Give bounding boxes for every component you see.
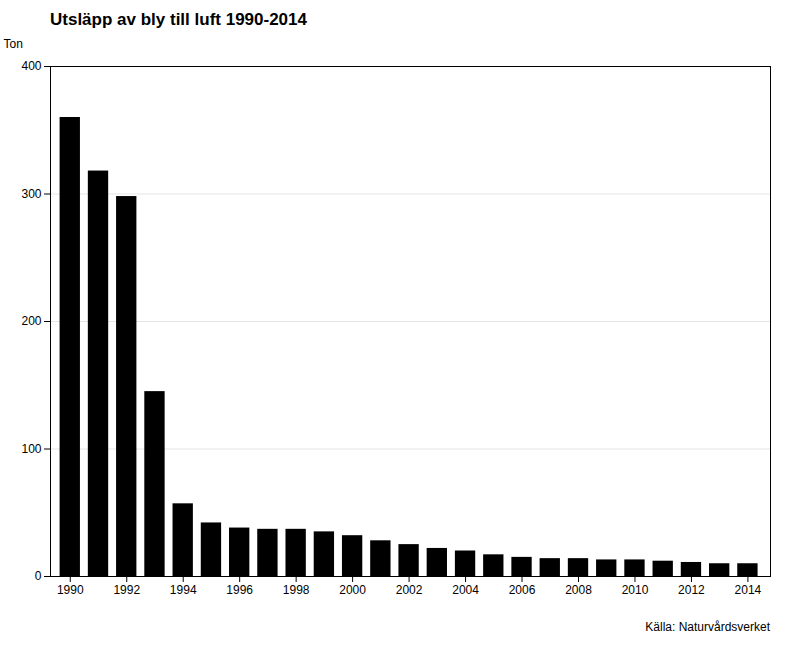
svg-text:2012: 2012 (678, 583, 705, 597)
svg-text:1990: 1990 (57, 583, 84, 597)
svg-text:1994: 1994 (170, 583, 197, 597)
svg-text:2004: 2004 (452, 583, 479, 597)
svg-text:200: 200 (21, 314, 41, 328)
svg-text:1996: 1996 (226, 583, 253, 597)
svg-text:Ton: Ton (4, 37, 23, 51)
svg-text:1998: 1998 (283, 583, 310, 597)
svg-text:2006: 2006 (509, 583, 536, 597)
svg-text:2010: 2010 (622, 583, 649, 597)
svg-text:2002: 2002 (396, 583, 423, 597)
svg-text:100: 100 (21, 442, 41, 456)
html-text:Utsläpp av bly till luft 1990-: Utsläpp av bly till luft 1990-2014 (50, 10, 307, 29)
svg-text:300: 300 (21, 187, 41, 201)
svg-text:2000: 2000 (339, 583, 366, 597)
html-text:Källa: Naturvårdsverket: Källa: Naturvårdsverket (645, 620, 770, 634)
svg-text:1992: 1992 (113, 583, 140, 597)
svg-text:2008: 2008 (565, 583, 592, 597)
svg-text:2014: 2014 (735, 583, 762, 597)
svg-text:400: 400 (21, 59, 41, 73)
svg-text:0: 0 (35, 569, 42, 583)
